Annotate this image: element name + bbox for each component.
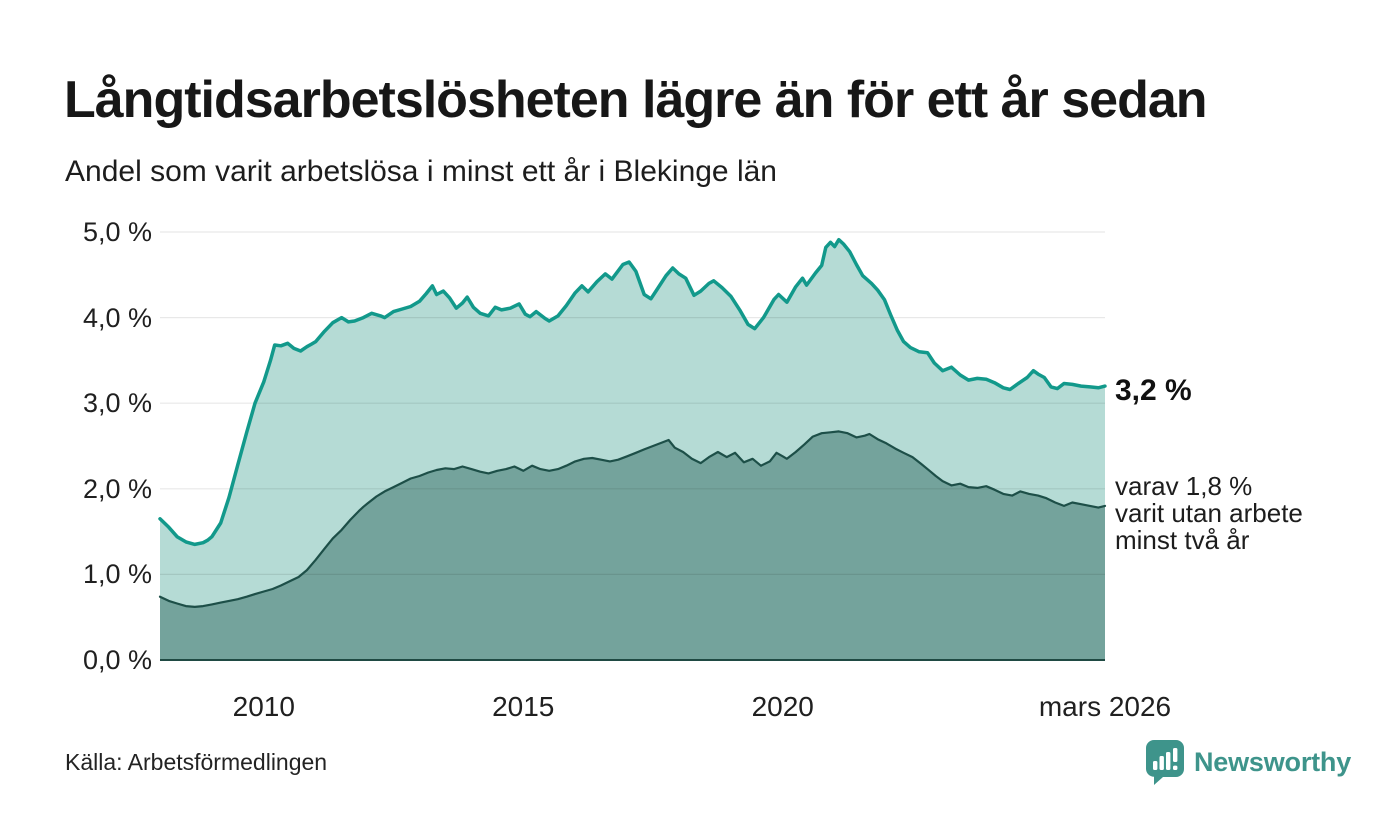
y-tick-label: 3,0 % (82, 388, 152, 419)
newsworthy-bubble-chart-icon (1146, 740, 1184, 785)
line-Arbetslösa minst ett år (158, 237, 1107, 547)
y-tick-label: 0,0 % (82, 645, 152, 675)
x-tick-label: 2020 (751, 691, 814, 722)
y-tick-label: 1,0 % (82, 559, 152, 590)
chart-subtitle: Andel som varit arbetslösa i minst ett å… (65, 155, 777, 188)
x-tick-label: mars 2026 (1038, 691, 1172, 722)
page-title: Långtidsarbetslösheten lägre än för ett … (64, 71, 1208, 129)
annotation-line: varav 1,8 % (1115, 471, 1253, 501)
source-note: Källa: Arbetsförmedlingen (65, 749, 328, 775)
x-tick-label: 2015 (492, 691, 555, 722)
annotation-line: minst två år (1115, 525, 1250, 555)
y-tick-label: 4,0 % (82, 302, 152, 333)
newsworthy-logo: Newsworthy (1146, 740, 1351, 785)
y-tick-label: 5,0 % (82, 217, 152, 247)
secondary-series-annotation: varav 1,8 % varit utan arbete minst två … (1115, 473, 1303, 554)
latest-value-label: 3,2 % (1115, 374, 1192, 407)
x-tick-label: 2010 (232, 691, 295, 722)
area-varav arbetslösa minst två år (160, 431, 1105, 660)
newsworthy-wordmark: Newsworthy (1194, 747, 1352, 777)
annotation-line: varit utan arbete (1115, 498, 1303, 528)
line-varav arbetslösa minst två år (158, 430, 1107, 608)
y-tick-label: 2,0 % (82, 473, 152, 504)
